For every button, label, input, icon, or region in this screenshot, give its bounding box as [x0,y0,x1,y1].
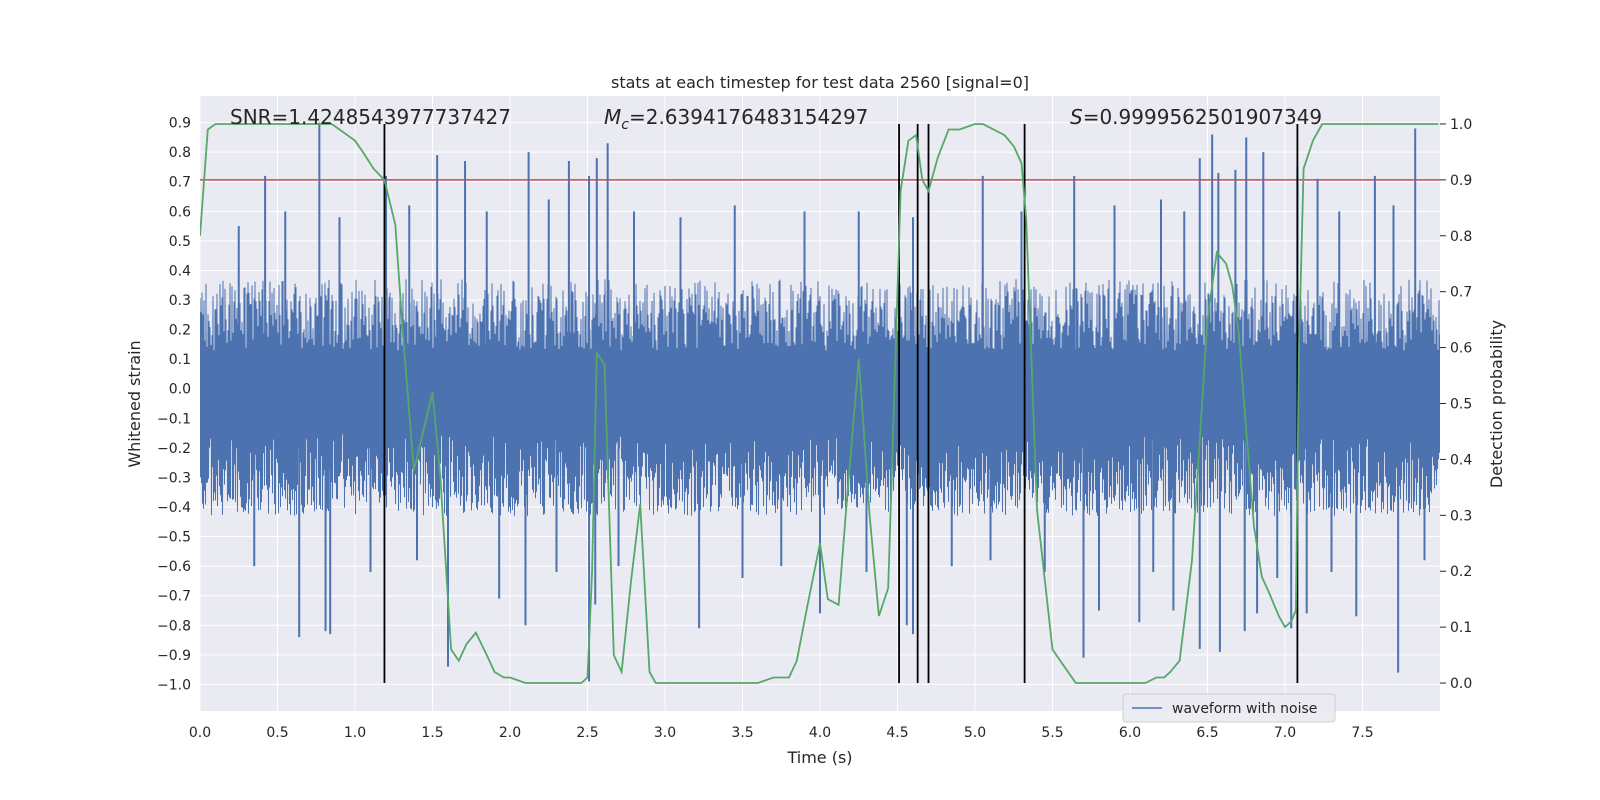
legend-box [1122,693,1336,723]
y-left-tick-label: −1.0 [157,677,191,693]
y-left-tick-label: −0.6 [157,559,191,575]
chart-title: stats at each timestep for test data 256… [611,73,1029,92]
x-tick-label: 6.5 [1196,725,1218,741]
y-right-tick-label: 0.5 [1450,397,1472,413]
x-tick-label: 4.5 [886,725,908,741]
y-left-tick-label: −0.1 [157,411,191,427]
score-annotation: S=0.9999562501907349 [1070,105,1322,129]
y-axis-left-ticks: 0.9 0.8 0.7 0.6 0.5 0.4 0.3 0.2 0.1 0.0 −0.1 −0.2 −0… [157,116,191,694]
y-left-tick-label: 0.8 [169,145,191,161]
y-left-tick-label: −0.2 [157,441,191,457]
y-left-tick-label: −0.5 [157,530,191,546]
y-right-tick-label: 0.1 [1450,620,1472,636]
chirp-mass-annotation: Mc=2.6394176483154297 [604,105,868,133]
y-right-tick-label: 0.8 [1450,229,1472,245]
y-left-tick-label: 0.4 [169,263,191,279]
y-right-tick-label: 0.7 [1450,285,1472,301]
x-tick-label: 0.0 [189,725,211,741]
y-left-tick-label: −0.3 [157,470,191,486]
x-tick-label: 5.0 [964,725,986,741]
y-left-tick-label: 0.1 [169,352,191,368]
x-tick-label: 0.5 [266,725,288,741]
y-left-tick-label: −0.9 [157,648,191,664]
y-left-tick-label: −0.8 [157,618,191,634]
y-right-tick-label: 0.9 [1450,173,1472,189]
x-tick-label: 5.5 [1041,725,1063,741]
snr-annotation: SNR=1.4248543977737427 [230,105,511,129]
x-tick-label: 7.0 [1274,725,1296,741]
x-tick-label: 1.0 [344,725,366,741]
y-left-tick-label: 0.6 [169,204,191,220]
waveform-spikes [237,122,1426,682]
y-left-tick-label: −0.7 [157,589,191,605]
x-tick-label: 2.0 [499,725,521,741]
y-right-tick-label: 0.4 [1450,452,1472,468]
y-left-tick-label: 0.5 [169,234,191,250]
legend: waveform with noise [1122,693,1336,723]
x-tick-label: 6.0 [1119,725,1141,741]
y-left-tick-label: 0.7 [169,175,191,191]
x-tick-label: 4.0 [809,725,831,741]
waveform-series [200,279,1440,516]
y-right-tick-label: 0.6 [1450,341,1472,357]
probability-series [200,123,1439,684]
x-tick-label: 2.5 [576,725,598,741]
x-tick-label: 1.5 [421,725,443,741]
x-tick-label: 3.0 [654,725,676,741]
y-axis-right-ticks: 1.0 0.9 0.8 0.7 0.6 0.5 0.4 0.3 0.2 0.1 0.0 [1440,117,1472,692]
x-tick-label: 7.5 [1351,725,1373,741]
y-right-tick-label: 0.0 [1450,676,1472,692]
legend-label: waveform with noise [1172,701,1317,717]
x-axis-label: Time (s) [786,748,852,767]
y-left-tick-label: 0.2 [169,323,191,339]
y-right-tick-label: 0.3 [1450,508,1472,524]
x-axis-ticks: 0.0 0.5 1.0 1.5 2.0 2.5 3.0 3.5 4.0 4.5 5.0 5.5 6.0 6… [189,725,1374,741]
y-axis-right-label: Detection probability [1487,320,1506,488]
y-left-tick-label: 0.3 [169,293,191,309]
y-left-tick-label: −0.4 [157,500,191,516]
y-right-tick-label: 0.2 [1450,564,1472,580]
y-right-tick-label: 1.0 [1450,117,1472,133]
y-left-tick-label: 0.0 [169,382,191,398]
x-tick-label: 3.5 [731,725,753,741]
y-left-tick-label: 0.9 [169,116,191,132]
y-axis-left-label: Whitened strain [125,340,144,467]
